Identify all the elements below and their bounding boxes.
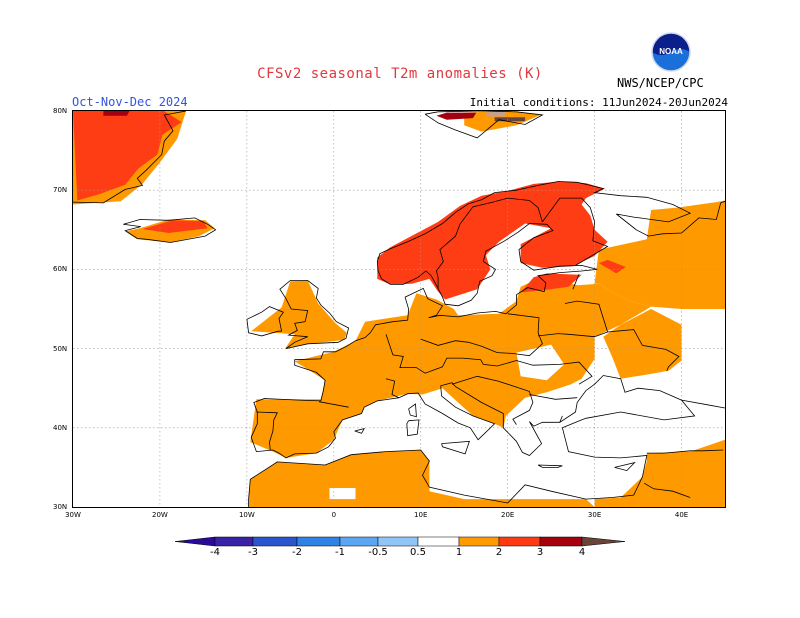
anomaly-region-ukraine-east xyxy=(603,309,682,379)
coastline-svalbard xyxy=(424,111,544,139)
anomaly-region-greenland-east xyxy=(73,111,182,201)
coastline-crete xyxy=(537,464,563,468)
border-bulgaria xyxy=(529,394,578,400)
border-turkey-syria xyxy=(646,449,724,454)
border-portugal xyxy=(256,411,278,451)
border-pyrenees xyxy=(318,401,349,408)
border-central-europe xyxy=(420,313,543,357)
anomaly-region-baltic xyxy=(520,273,582,293)
anomaly-region-north-africa xyxy=(248,450,595,507)
anomaly-region-greenland-dark xyxy=(103,111,130,116)
anomaly-region-europe xyxy=(250,275,652,458)
border-turkey-greece xyxy=(559,415,563,423)
chart-title: CFSv2 seasonal T2m anomalies (K) xyxy=(257,66,543,82)
no-anomaly-patch-1 xyxy=(329,488,356,500)
longitude-label: 10E xyxy=(414,511,428,519)
colorbar-segment xyxy=(339,536,379,547)
coastline-sicily xyxy=(441,440,470,455)
anomaly-region-russia xyxy=(594,200,725,309)
border-sweden-norway xyxy=(435,197,543,290)
colorbar-segment xyxy=(377,536,419,547)
map-panel xyxy=(72,110,726,508)
colorbar-segment xyxy=(417,536,460,547)
agency-label: NWS/NCEP/CPC xyxy=(617,76,704,90)
latitude-label: 50N xyxy=(53,344,68,353)
coastline-great-britain xyxy=(279,280,350,349)
coastline-greenland xyxy=(73,111,187,204)
border-ukraine-russia xyxy=(607,329,680,371)
colorbar-segment xyxy=(539,536,583,547)
initial-conditions-label: Initial conditions: 11Jun2024-20Jun2024 xyxy=(469,96,728,109)
season-label: Oct-Nov-Dec 2024 xyxy=(72,95,188,109)
colorbar-segment xyxy=(214,536,254,547)
colorbar-label: -3 xyxy=(248,547,258,558)
coastline-mallorca xyxy=(354,427,365,434)
latitude-label: 40N xyxy=(53,423,68,432)
coastline-cyprus xyxy=(614,461,636,472)
colorbar-high-arrow xyxy=(581,536,626,547)
anomaly-region-svalbard-brown xyxy=(494,117,526,122)
colorbar-segment xyxy=(296,536,341,547)
coastline-sardinia xyxy=(406,419,420,437)
coastline-iceland xyxy=(123,217,217,243)
no-anomaly-patch-2 xyxy=(516,344,565,381)
coastline-mainland xyxy=(248,181,725,507)
anomaly-region-middle-east xyxy=(594,439,725,507)
coastline-corsica xyxy=(408,403,417,418)
anomaly-region-svalbard-dark xyxy=(436,112,477,120)
latitude-label: 70N xyxy=(53,186,68,195)
anomaly-region-svalbard xyxy=(464,111,543,132)
colorbar-label: 1 xyxy=(455,547,463,558)
longitude-label: 10W xyxy=(238,511,255,519)
anomaly-region-iceland-north xyxy=(142,220,208,233)
border-levant xyxy=(643,482,691,498)
coastline-ireland xyxy=(246,306,285,337)
longitude-label: 20W xyxy=(152,511,168,519)
border-finland xyxy=(542,197,609,266)
border-caucasus xyxy=(681,399,725,409)
anomaly-region-svalbard-tan xyxy=(485,111,506,117)
longitude-label: 30W xyxy=(65,511,81,519)
longitude-label: 40E xyxy=(674,511,689,519)
colorbar-segment xyxy=(252,536,298,547)
latitude-label: 60N xyxy=(53,265,68,274)
colorbar-label: 2 xyxy=(495,547,503,558)
logo-text: NOAA xyxy=(659,47,683,56)
border-belarus xyxy=(538,300,609,338)
border-alps xyxy=(385,378,400,399)
longitude-label: 0 xyxy=(331,511,337,519)
colorbar-label: 3 xyxy=(536,547,544,558)
colorbar-label: 4 xyxy=(578,547,586,558)
border-balkans xyxy=(451,375,534,425)
border-estonia xyxy=(572,274,580,290)
latitude-label: 30N xyxy=(53,503,68,511)
anomaly-region-british-isles xyxy=(251,280,347,349)
colorbar-low-arrow xyxy=(174,536,216,547)
longitude-label: 30E xyxy=(587,511,602,519)
colorbar-label: -2 xyxy=(292,547,302,558)
noaa-logo-icon: NOAA xyxy=(651,32,691,72)
longitude-label: 20E xyxy=(500,511,515,519)
colorbar-label: 0.5 xyxy=(410,547,426,558)
anomaly-map xyxy=(73,111,725,507)
anomaly-region-ladoga xyxy=(598,259,626,274)
colorbar-label: -1 xyxy=(335,547,345,558)
colorbar-segment xyxy=(458,536,500,547)
colorbar-label: -4 xyxy=(210,547,220,558)
colorbar-segment xyxy=(498,536,541,547)
border-danube xyxy=(385,334,593,385)
colorbar-label: -0.5 xyxy=(368,547,388,558)
latitude-label: 80N xyxy=(53,107,68,115)
